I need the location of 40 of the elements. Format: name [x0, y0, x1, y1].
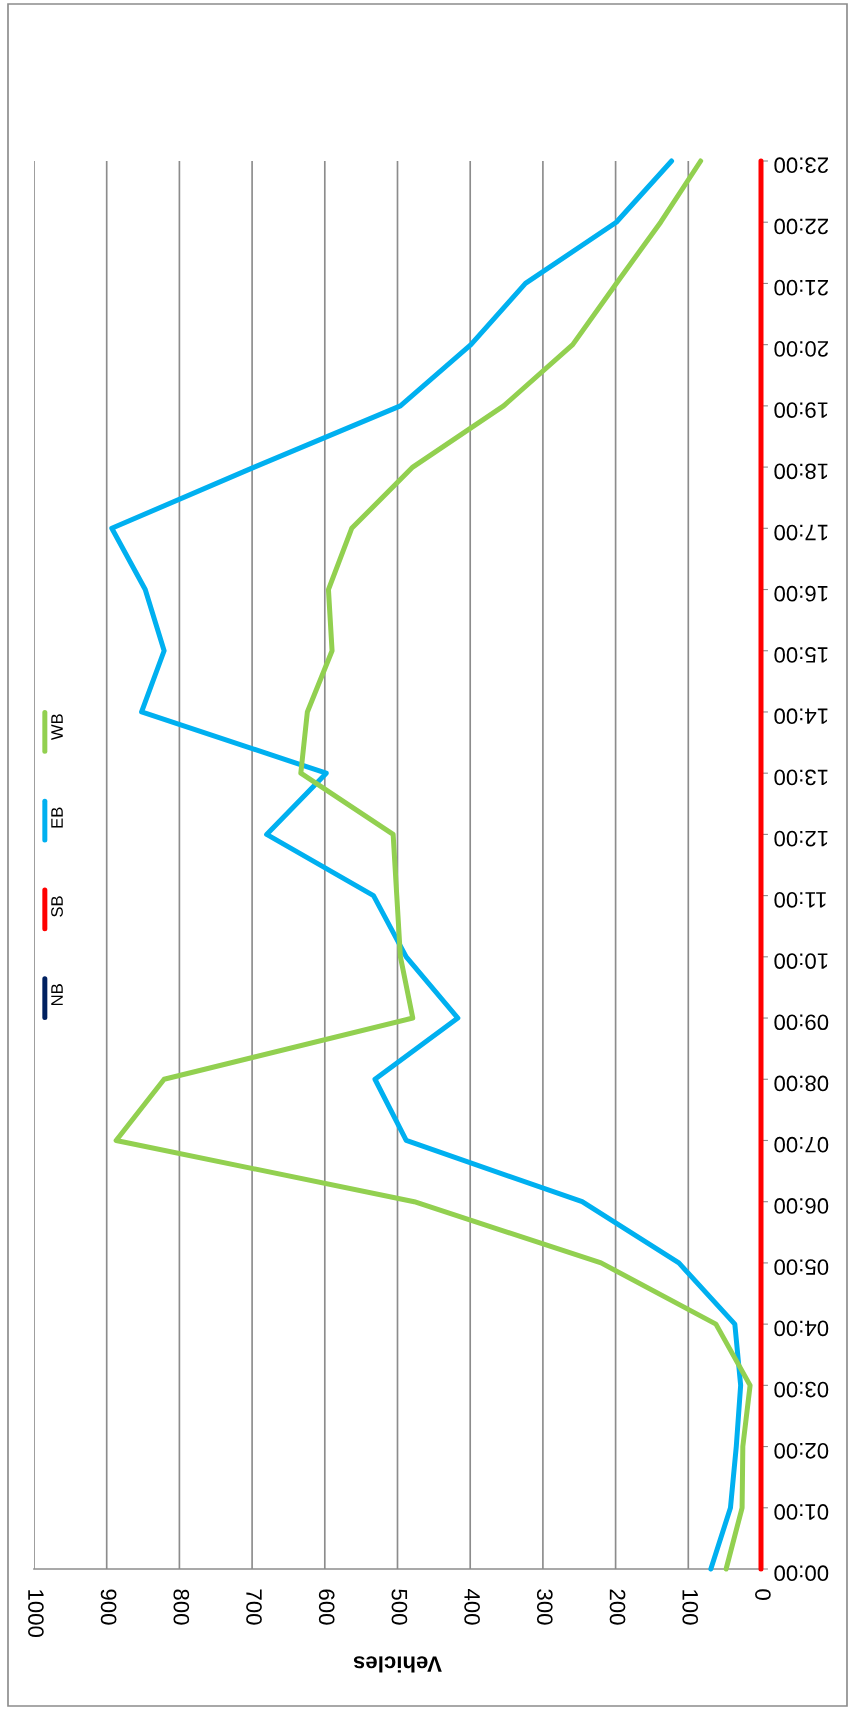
y-tick-label: 05:00 — [774, 1259, 829, 1275]
y-tick-label: 00:00 — [774, 1565, 829, 1582]
y-tick-label: 01:00 — [774, 1504, 829, 1520]
y-tick-label: 12:00 — [774, 830, 828, 847]
legend-label: EB — [51, 807, 63, 828]
legend-label: WB — [51, 714, 63, 741]
legend-label: NB — [51, 984, 63, 1006]
y-tick-label: 02:00 — [774, 1442, 829, 1459]
y-tick-label: 16:00 — [774, 585, 828, 602]
y-tick-label: 22:00 — [774, 218, 828, 235]
y-tick-label: 10:00 — [774, 953, 828, 969]
y-tick-label: 23:00 — [774, 157, 828, 174]
x-tick-label: 200 — [609, 1589, 626, 1625]
x-tick-label: 400 — [464, 1588, 480, 1625]
y-tick-label: 04:00 — [774, 1320, 829, 1337]
y-tick-label: 07:00 — [774, 1136, 829, 1153]
y-tick-label: 03:00 — [774, 1381, 829, 1398]
y-tick-label: 19:00 — [774, 402, 828, 418]
x-tick-label: 300 — [536, 1589, 553, 1625]
legend-label: SB — [51, 896, 63, 917]
y-tick-label: 18:00 — [774, 463, 828, 480]
x-tick-label: 100 — [682, 1590, 699, 1625]
x-tick-label: 0 — [755, 1589, 771, 1600]
y-tick-label: 17:00 — [774, 524, 828, 541]
x-tick-label: 900 — [100, 1589, 117, 1625]
y-tick-label: 13:00 — [774, 769, 828, 786]
y-tick-label: 06:00 — [774, 1198, 829, 1214]
y-tick-label: 14:00 — [774, 708, 828, 725]
x-tick-label: 600 — [318, 1589, 335, 1625]
x-tick-label: 700 — [246, 1589, 262, 1625]
y-tick-label: 09:00 — [774, 1014, 829, 1031]
x-axis-title: Vehicles — [353, 1656, 442, 1673]
y-tick-label: 08:00 — [774, 1075, 829, 1092]
y-tick-label: 21:00 — [774, 279, 828, 296]
y-tick-label: 20:00 — [774, 340, 828, 357]
x-tick-label: 800 — [173, 1589, 190, 1625]
x-tick-label: 1000 — [28, 1590, 44, 1638]
y-tick-label: 11:00 — [774, 891, 826, 908]
x-tick-label: 500 — [391, 1589, 408, 1625]
y-tick-label: 15:00 — [774, 647, 828, 663]
